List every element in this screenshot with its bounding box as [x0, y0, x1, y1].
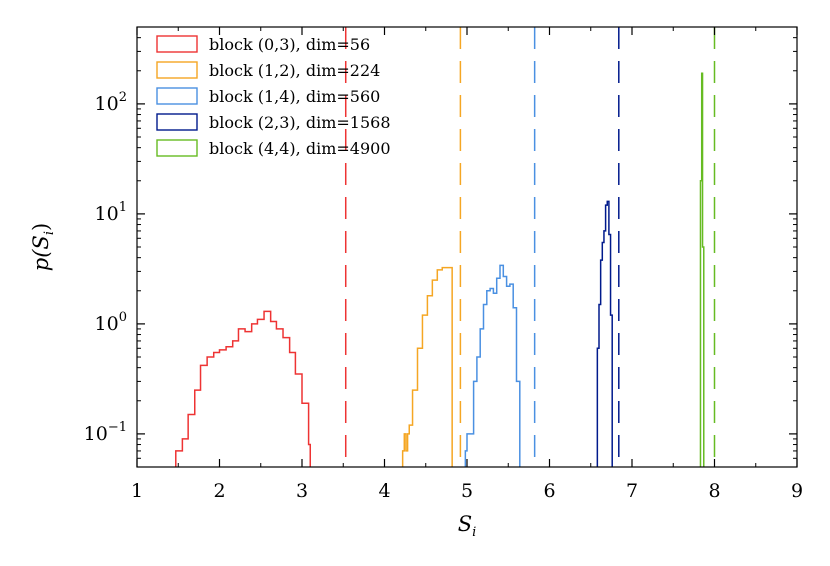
y-tick-label: 101	[95, 200, 127, 225]
series-4-histogram	[699, 72, 705, 467]
y-tick-label: 100	[95, 310, 127, 335]
x-tick-label: 7	[626, 480, 638, 502]
legend-label-3: block (2,3), dim=1568	[209, 113, 391, 132]
legend: block (0,3), dim=56 block (1,2), dim=224 b…	[156, 35, 391, 158]
ticks-layer: 1 2 3 4 5 6 7 8 9 10−1 100 101 102	[84, 27, 803, 502]
legend-label-4: block (4,4), dim=4900	[209, 139, 391, 158]
dashed-reference-lines	[344, 27, 716, 467]
x-tick-label: 2	[213, 480, 225, 502]
series-1-histogram	[401, 266, 453, 467]
x-tick-label: 8	[708, 480, 720, 502]
legend-label-0: block (0,3), dim=56	[209, 35, 370, 54]
series-layer	[175, 72, 705, 467]
x-tick-label: 4	[378, 480, 390, 502]
x-tick-label: 3	[296, 480, 308, 502]
y-tick-label: 102	[95, 90, 127, 115]
legend-label-1: block (1,2), dim=224	[209, 61, 380, 80]
series-2-histogram	[464, 264, 521, 467]
legend-label-2: block (1,4), dim=560	[209, 87, 380, 106]
legend-swatch-3	[156, 113, 198, 131]
x-tick-label: 5	[461, 480, 473, 502]
legend-swatch-1	[156, 61, 198, 79]
series-3-histogram	[596, 200, 613, 467]
x-tick-label: 6	[543, 480, 555, 502]
x-axis-label: Si	[458, 512, 477, 540]
x-tick-label: 9	[791, 480, 803, 502]
legend-swatch-0	[156, 35, 198, 53]
legend-swatch-4	[156, 139, 198, 157]
legend-swatch-2	[156, 87, 198, 105]
series-0-histogram	[175, 310, 311, 467]
x-tick-label: 1	[131, 480, 143, 502]
y-axis-label: p(Si)	[29, 223, 57, 271]
y-tick-label: 10−1	[84, 420, 127, 445]
